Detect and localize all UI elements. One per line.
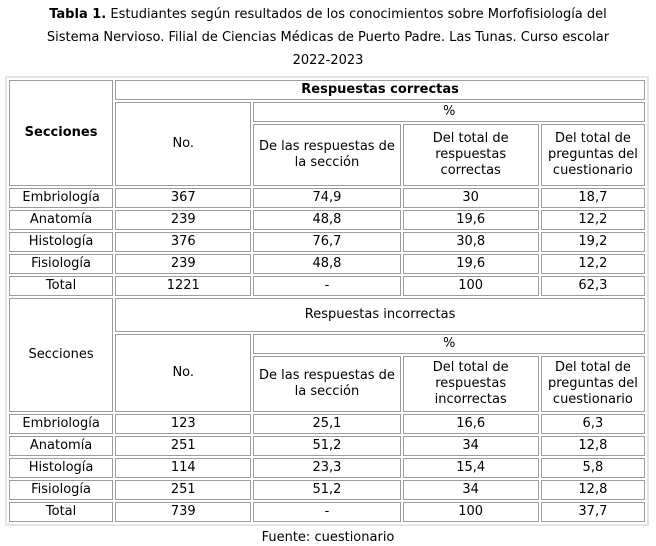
table-row: Anatomía 239 48,8 19,6 12,2	[9, 210, 645, 230]
cell-value: 37,7	[540, 502, 645, 522]
cell-value: 51,2	[253, 480, 401, 500]
cell-value: 34	[402, 480, 539, 500]
cell-value: 6,3	[540, 414, 645, 434]
cell-value: 15,4	[402, 458, 539, 478]
cell-value: 48,8	[253, 210, 401, 230]
subheader-row: De las respuestas de la sección Del tota…	[9, 356, 645, 412]
secciones-header: Secciones	[9, 298, 114, 412]
cell-value: 12,2	[540, 254, 645, 274]
section-respuestas-incorrectas: Secciones Respuestas incorrectas No. % D…	[9, 298, 645, 522]
row-label: Embriología	[9, 188, 114, 208]
row-label: Anatomía	[9, 210, 114, 230]
cell-value: 19,6	[402, 254, 539, 274]
cell-value: 239	[115, 210, 252, 230]
column-header-percent: %	[253, 334, 645, 354]
group-header: Respuestas correctas	[115, 80, 645, 100]
results-table: Secciones Respuestas correctas No. % De …	[5, 76, 649, 526]
cell-value: -	[253, 276, 401, 296]
header-row: Secciones Respuestas incorrectas	[9, 298, 645, 412]
caption-line-1: Tabla 1. Estudiantes según resultados de…	[18, 3, 638, 26]
cell-value: 251	[115, 436, 252, 456]
column-header-no: No.	[115, 334, 252, 412]
subheader-row: De las respuestas de la sección Del tota…	[9, 124, 645, 186]
table-row: Fisiología 251 51,2 34 12,8	[9, 480, 645, 500]
cell-value: 100	[402, 502, 539, 522]
cell-value: 34	[402, 436, 539, 456]
cell-value: 100	[402, 276, 539, 296]
column-subheader: De las respuestas de la sección	[253, 356, 401, 412]
cell-value: 5,8	[540, 458, 645, 478]
cell-value: 239	[115, 254, 252, 274]
header-row: No. %	[9, 102, 645, 186]
cell-value: 739	[115, 502, 252, 522]
cell-value: 19,6	[402, 210, 539, 230]
cell-value: 12,8	[540, 480, 645, 500]
cell-value: -	[253, 502, 401, 522]
column-subheader: Del total de preguntas del cuestionario	[540, 356, 645, 412]
secciones-header: Secciones	[9, 80, 114, 186]
section-respuestas-correctas: Secciones Respuestas correctas No. % De …	[9, 80, 645, 296]
row-label: Embriología	[9, 414, 114, 434]
caption-line-3: 2022-2023	[292, 53, 364, 68]
cell-value: 62,3	[540, 276, 645, 296]
table-row: Histología 376 76,7 30,8 19,2	[9, 232, 645, 252]
row-label: Anatomía	[9, 436, 114, 456]
cell-value: 30,8	[402, 232, 539, 252]
cell-value: 376	[115, 232, 252, 252]
cell-value: 30	[402, 188, 539, 208]
row-label: Fisiología	[9, 480, 114, 500]
group-header: Respuestas incorrectas	[115, 298, 645, 332]
cell-value: 367	[115, 188, 252, 208]
cell-value: 23,3	[253, 458, 401, 478]
column-header-no: No.	[115, 102, 252, 186]
cell-value: 48,8	[253, 254, 401, 274]
cell-value: 74,9	[253, 188, 401, 208]
cell-value: 114	[115, 458, 252, 478]
table-source-note: Fuente: cuestionario	[261, 530, 395, 545]
table-row: Anatomía 251 51,2 34 12,8	[9, 436, 645, 456]
caption-table-number: Tabla 1.	[49, 7, 107, 22]
cell-value: 12,2	[540, 210, 645, 230]
column-subheader: Del total de respuestas correctas	[402, 124, 539, 186]
table-caption: Tabla 1. Estudiantes según resultados de…	[0, 0, 656, 72]
column-subheader: De las respuestas de la sección	[253, 124, 401, 186]
cell-value: 76,7	[253, 232, 401, 252]
cell-value: 19,2	[540, 232, 645, 252]
caption-text-1: Estudiantes según resultados de los cono…	[110, 7, 607, 22]
header-row: No. %	[9, 334, 645, 412]
row-label: Histología	[9, 232, 114, 252]
total-row: Total 739 - 100 37,7	[9, 502, 645, 522]
cell-value: 251	[115, 480, 252, 500]
cell-value: 25,1	[253, 414, 401, 434]
cell-value: 123	[115, 414, 252, 434]
column-header-percent: %	[253, 102, 645, 122]
cell-value: 51,2	[253, 436, 401, 456]
row-label: Fisiología	[9, 254, 114, 274]
row-label: Total	[9, 276, 114, 296]
cell-value: 18,7	[540, 188, 645, 208]
row-label: Histología	[9, 458, 114, 478]
cell-value: 16,6	[402, 414, 539, 434]
total-row: Total 1221 - 100 62,3	[9, 276, 645, 296]
table-row: Histología 114 23,3 15,4 5,8	[9, 458, 645, 478]
caption-line-2: Sistema Nervioso. Filial de Ciencias Méd…	[46, 30, 610, 45]
cell-value: 1221	[115, 276, 252, 296]
row-label: Total	[9, 502, 114, 522]
column-subheader: Del total de respuestas incorrectas	[402, 356, 539, 412]
table-row: Fisiología 239 48,8 19,6 12,2	[9, 254, 645, 274]
table-row: Embriología 123 25,1 16,6 6,3	[9, 414, 645, 434]
table-row: Embriología 367 74,9 30 18,7	[9, 188, 645, 208]
column-subheader: Del total de preguntas del cuestionario	[540, 124, 645, 186]
cell-value: 12,8	[540, 436, 645, 456]
header-row: Secciones Respuestas correctas	[9, 80, 645, 186]
